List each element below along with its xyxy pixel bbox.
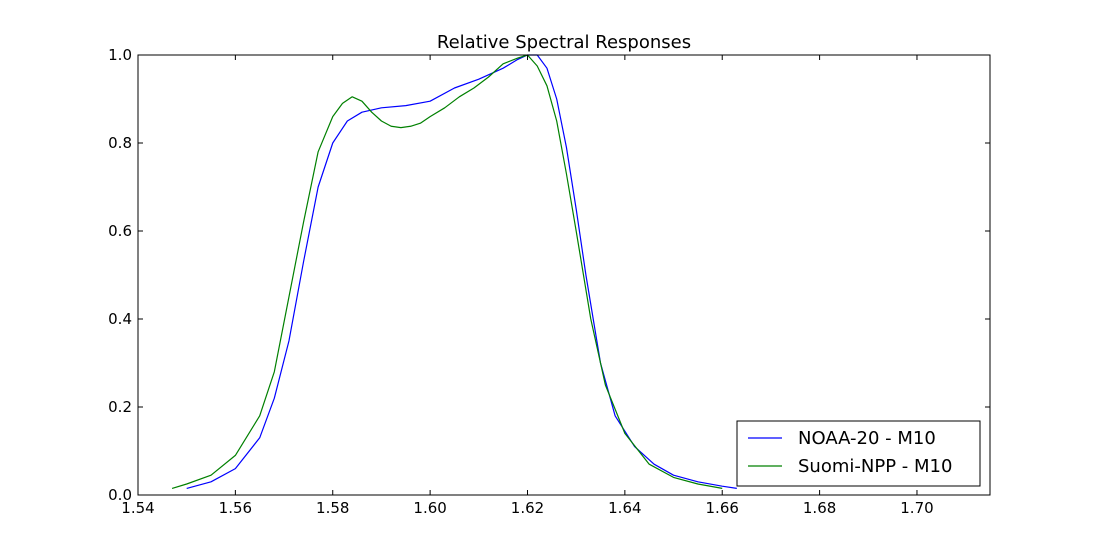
y-tick-label: 0.0 (108, 486, 132, 504)
x-tick-label: 1.58 (316, 499, 349, 517)
x-tick-label: 1.56 (219, 499, 252, 517)
x-tick-label: 1.68 (803, 499, 836, 517)
series-line-0 (186, 54, 737, 489)
x-tick-label: 1.66 (706, 499, 739, 517)
series-line-1 (171, 54, 723, 489)
x-tick-label: 1.70 (900, 499, 933, 517)
y-tick-label: 0.8 (108, 134, 132, 152)
legend: NOAA-20 - M10 Suomi-NPP - M10 (736, 420, 981, 487)
y-tick-label: 0.6 (108, 222, 132, 240)
x-tick-label: 1.54 (121, 499, 154, 517)
x-tick-label: 1.64 (608, 499, 641, 517)
y-tick-label: 1.0 (108, 46, 132, 64)
series-layer (171, 54, 737, 489)
chart-title: Relative Spectral Responses (437, 32, 691, 53)
y-tick-label: 0.2 (108, 398, 132, 416)
plot-frame (137, 54, 991, 496)
y-tick-label: 0.4 (108, 310, 132, 328)
x-tick-label: 1.60 (413, 499, 446, 517)
x-tick-label: 1.62 (511, 499, 544, 517)
ticks-layer: 1.54 1.56 1.58 1.60 1.62 1.64 1.66 1.68 1.70 0.0 0… (108, 46, 990, 517)
legend-box (736, 420, 981, 487)
legend-label-suomi-npp: Suomi-NPP - M10 (798, 456, 952, 477)
legend-label-noaa20: NOAA-20 - M10 (798, 428, 936, 449)
